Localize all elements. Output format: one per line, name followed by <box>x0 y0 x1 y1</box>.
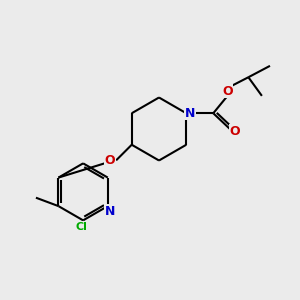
Text: O: O <box>222 85 233 98</box>
Text: Cl: Cl <box>76 222 88 232</box>
Text: O: O <box>105 154 116 167</box>
Text: N: N <box>105 205 116 218</box>
Text: N: N <box>185 107 195 120</box>
Text: O: O <box>230 125 241 138</box>
